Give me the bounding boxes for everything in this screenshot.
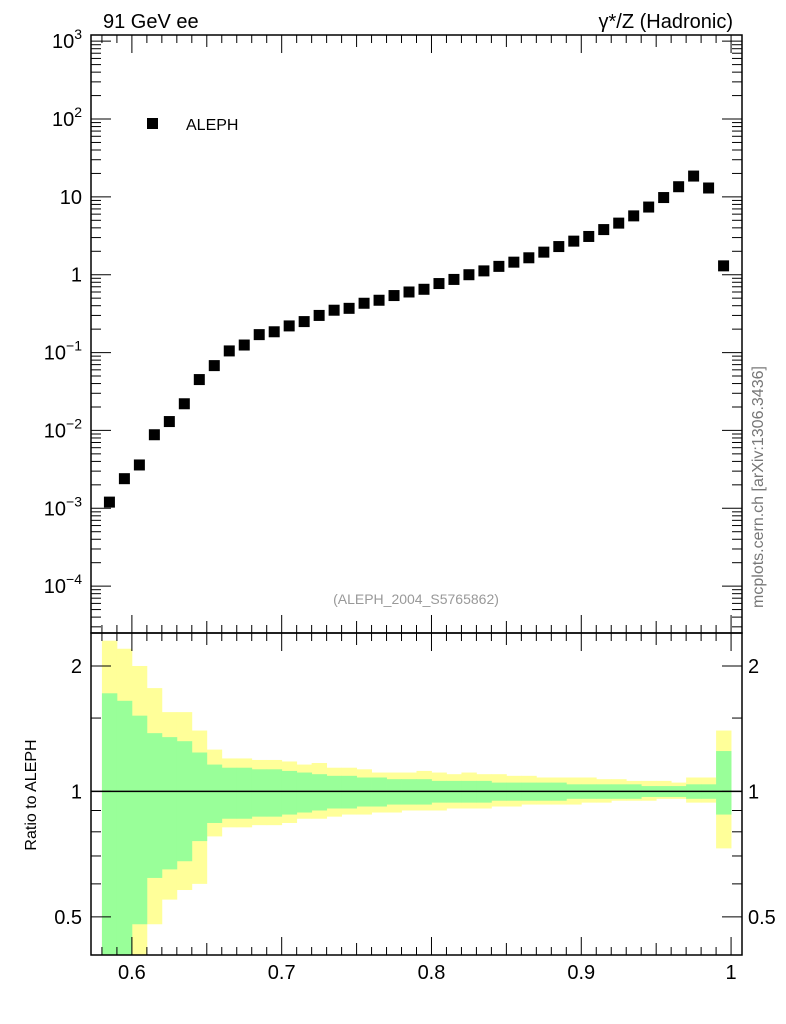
data-point-aleph — [358, 297, 370, 309]
markers-layer — [103, 170, 730, 508]
data-point-aleph — [223, 345, 235, 357]
data-point-aleph — [508, 256, 520, 268]
main-y-tick-label: 103 — [52, 26, 82, 53]
data-point-aleph — [103, 496, 115, 508]
x-tick-label: 1 — [726, 962, 737, 984]
data-point-aleph — [643, 201, 655, 213]
ratio-band-inner-bin — [221, 767, 238, 819]
data-point-aleph — [583, 230, 595, 242]
data-point-aleph — [688, 170, 700, 182]
data-point-aleph — [373, 294, 385, 306]
header-right-label: γ*/Z (Hadronic) — [599, 11, 733, 33]
data-point-aleph — [478, 265, 490, 277]
data-point-aleph — [313, 309, 325, 321]
ratio-band-inner-bin — [206, 764, 223, 823]
data-point-aleph — [388, 290, 400, 302]
ratio-bands-layer — [101, 640, 732, 955]
data-point-aleph — [178, 398, 190, 410]
header-left-label: 91 GeV ee — [103, 11, 199, 33]
ratio-band-inner-bin — [176, 741, 193, 862]
ratio-band-inner-bin — [131, 715, 148, 925]
ratio-y-tick-label-right: 2 — [748, 656, 759, 678]
x-tick-label: 0.9 — [567, 962, 595, 984]
x-tick-label: 0.7 — [268, 962, 296, 984]
ratio-y-tick-label-right: 0.5 — [748, 907, 776, 929]
ratio-band-inner-bin — [251, 769, 268, 817]
ratio-band-inner-bin — [101, 693, 118, 955]
x-tick-label: 0.8 — [418, 962, 446, 984]
data-point-aleph — [673, 181, 685, 193]
main-y-tick-label: 10−4 — [44, 571, 82, 598]
data-point-aleph — [268, 326, 280, 338]
data-point-aleph — [523, 252, 535, 264]
main-y-tick-label: 10−1 — [44, 338, 82, 365]
data-point-aleph — [298, 316, 310, 328]
ratio-band-inner-bin — [266, 769, 283, 817]
data-point-aleph — [658, 192, 670, 204]
ratio-band-inner-bin — [161, 737, 178, 870]
data-point-aleph — [163, 416, 175, 428]
data-point-aleph — [628, 210, 640, 222]
ratio-y-tick-label-left: 2 — [71, 656, 82, 678]
data-point-aleph — [193, 374, 205, 386]
data-point-aleph — [208, 360, 220, 372]
ratio-band-inner-bin — [146, 733, 163, 878]
data-point-aleph — [283, 320, 295, 332]
data-point-aleph — [253, 329, 265, 341]
legend-marker — [147, 118, 158, 129]
ratio-band-inner-bin — [716, 751, 732, 815]
ratio-band-inner-bin — [236, 767, 253, 819]
data-point-aleph — [553, 241, 565, 253]
data-point-aleph — [418, 283, 430, 295]
data-point-aleph — [568, 235, 580, 247]
legend-label-aleph: ALEPH — [186, 117, 238, 134]
ratio-band-inner-bin — [311, 774, 328, 811]
ratio-y-tick-label-left: 0.5 — [54, 907, 82, 929]
ticks-layer — [91, 35, 742, 955]
data-point-aleph — [403, 286, 415, 298]
main-y-tick-label: 102 — [52, 104, 82, 131]
analysis-label: (ALEPH_2004_S5765862) — [333, 591, 499, 607]
main-y-tick-label: 10−2 — [44, 415, 82, 442]
data-point-aleph — [148, 429, 160, 441]
data-point-aleph — [343, 302, 355, 314]
ratio-y-tick-label-left: 1 — [71, 781, 82, 803]
ratio-band-inner-bin — [296, 772, 313, 813]
data-point-aleph — [328, 304, 340, 316]
data-point-aleph — [463, 269, 475, 281]
data-point-aleph — [538, 246, 550, 258]
data-point-aleph — [433, 278, 445, 290]
main-y-tick-label: 10−3 — [44, 493, 82, 520]
main-y-tick-label: 10 — [60, 187, 82, 209]
x-tick-label: 0.6 — [118, 962, 146, 984]
data-point-aleph — [718, 260, 730, 272]
ratio-band-inner-bin — [116, 700, 133, 955]
ratio-band-inner-bin — [281, 770, 298, 815]
data-point-aleph — [133, 459, 145, 471]
ratio-y-tick-label-right: 1 — [748, 781, 759, 803]
data-point-aleph — [118, 473, 130, 485]
ratio-band-inner-bin — [191, 752, 208, 842]
ratio-y-axis-label: Ratio to ALEPH — [23, 739, 40, 850]
data-point-aleph — [238, 339, 250, 351]
data-point-aleph — [598, 224, 610, 236]
data-point-aleph — [613, 217, 625, 229]
data-point-aleph — [493, 260, 505, 272]
data-point-aleph — [448, 273, 460, 285]
main-y-tick-label: 1 — [71, 265, 82, 287]
data-point-aleph — [703, 182, 715, 194]
mcplots-side-label: mcplots.cern.ch [arXiv:1306.3436] — [750, 366, 767, 608]
